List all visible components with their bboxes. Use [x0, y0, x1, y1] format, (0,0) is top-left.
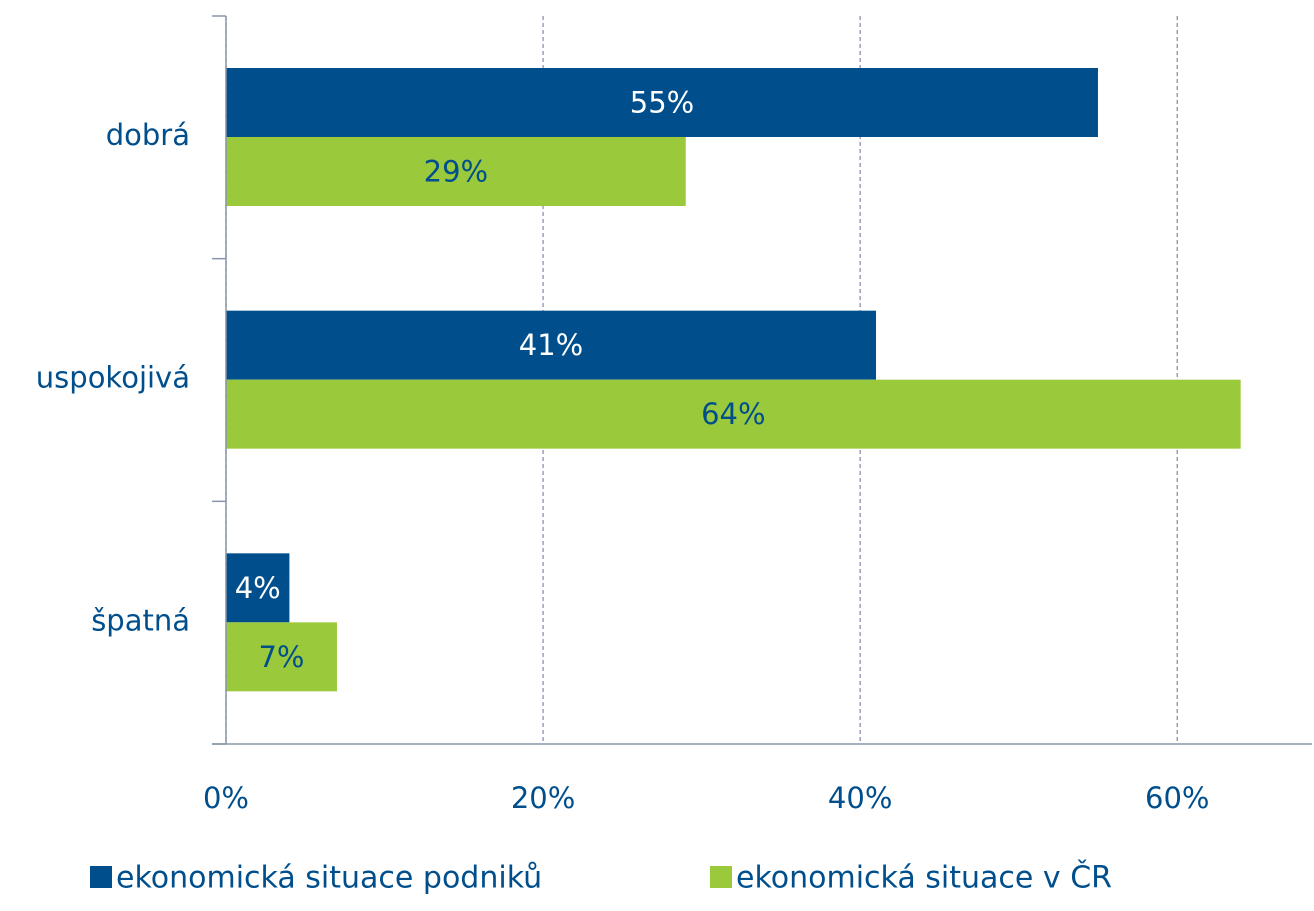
data-label: 55% — [630, 86, 694, 120]
bar — [226, 379, 1241, 449]
x-tick-label: 0% — [203, 781, 249, 815]
y-tick-label: špatná — [91, 603, 190, 637]
bar — [226, 622, 337, 692]
bar — [226, 310, 877, 380]
bar — [226, 68, 1098, 137]
legend-label: ekonomická situace v ČR — [736, 859, 1112, 896]
legend-swatch — [90, 866, 112, 888]
x-tick-label: 60% — [1145, 781, 1209, 815]
y-tick-label: dobrá — [106, 118, 190, 152]
data-label: 29% — [424, 155, 488, 189]
bar — [226, 553, 290, 623]
x-tick-label: 20% — [511, 781, 575, 815]
data-label: 41% — [519, 328, 583, 362]
legend-label: ekonomická situace podniků — [116, 861, 542, 896]
legend-swatch — [710, 866, 732, 888]
data-label: 64% — [701, 397, 765, 431]
bar — [226, 137, 686, 206]
y-tick-label: uspokojivá — [36, 361, 190, 395]
data-label: 4% — [235, 571, 281, 605]
data-label: 7% — [258, 640, 304, 674]
x-tick-label: 40% — [828, 781, 892, 815]
